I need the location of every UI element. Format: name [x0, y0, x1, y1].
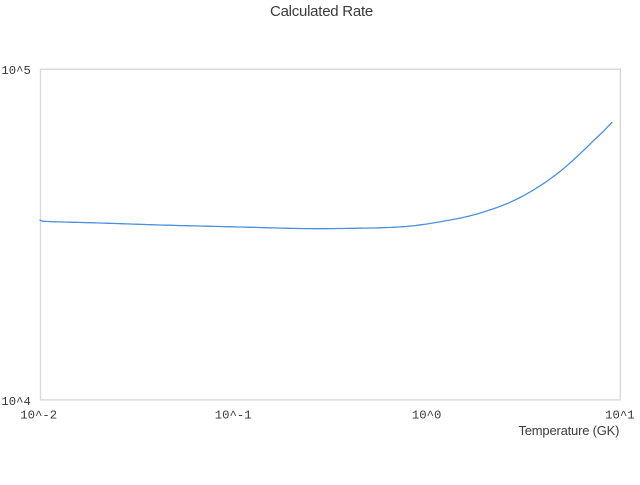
svg-text:10^-1: 10^-1 [215, 408, 252, 422]
svg-text:10^5: 10^5 [1, 64, 31, 78]
svg-text:10^-2: 10^-2 [20, 408, 57, 422]
svg-text:Calculated Rate: Calculated Rate [270, 3, 373, 20]
svg-text:10^1: 10^1 [605, 408, 635, 422]
svg-text:10^0: 10^0 [412, 408, 442, 422]
svg-text:10^4: 10^4 [1, 395, 31, 409]
svg-text:Temperature (GK): Temperature (GK) [518, 423, 619, 438]
